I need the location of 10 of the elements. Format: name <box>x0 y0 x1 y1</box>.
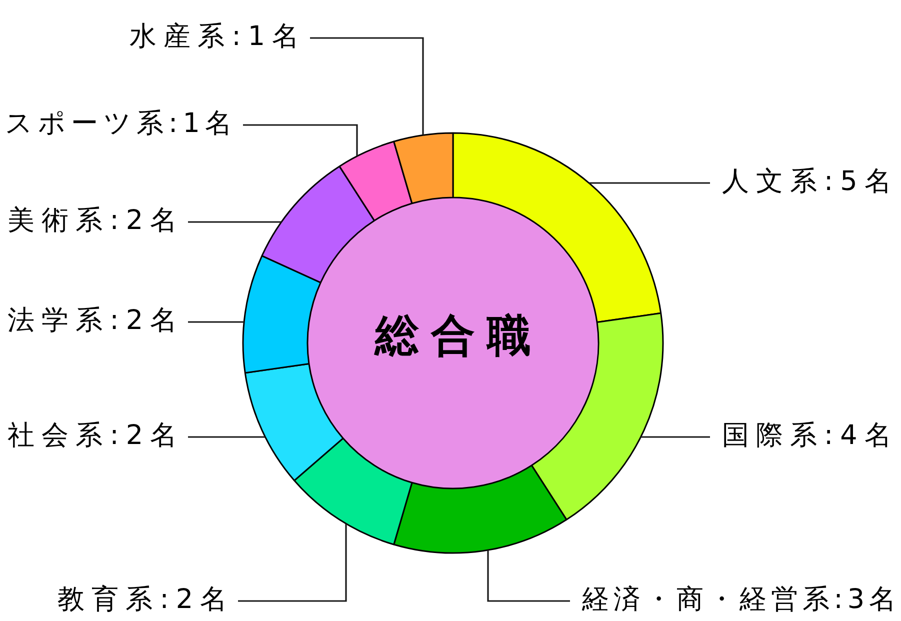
slice-label: スポーツ系:1名 <box>5 108 238 140</box>
text: 総合職 <box>373 310 543 362</box>
slice-label: 教育系:2名 <box>58 584 234 616</box>
slice-label: 社会系:2名 <box>8 420 184 452</box>
slice-label: 水産系:1名 <box>130 21 306 52</box>
slice-label: 経済・商・経営系:3名 <box>581 584 900 616</box>
slice-label: 法学系:2名 <box>8 305 184 336</box>
slice-label: 国際系:4名 <box>722 420 898 452</box>
slice-label: 美術系:2名 <box>8 205 184 236</box>
slice-label: 人文系:5名 <box>722 166 898 198</box>
